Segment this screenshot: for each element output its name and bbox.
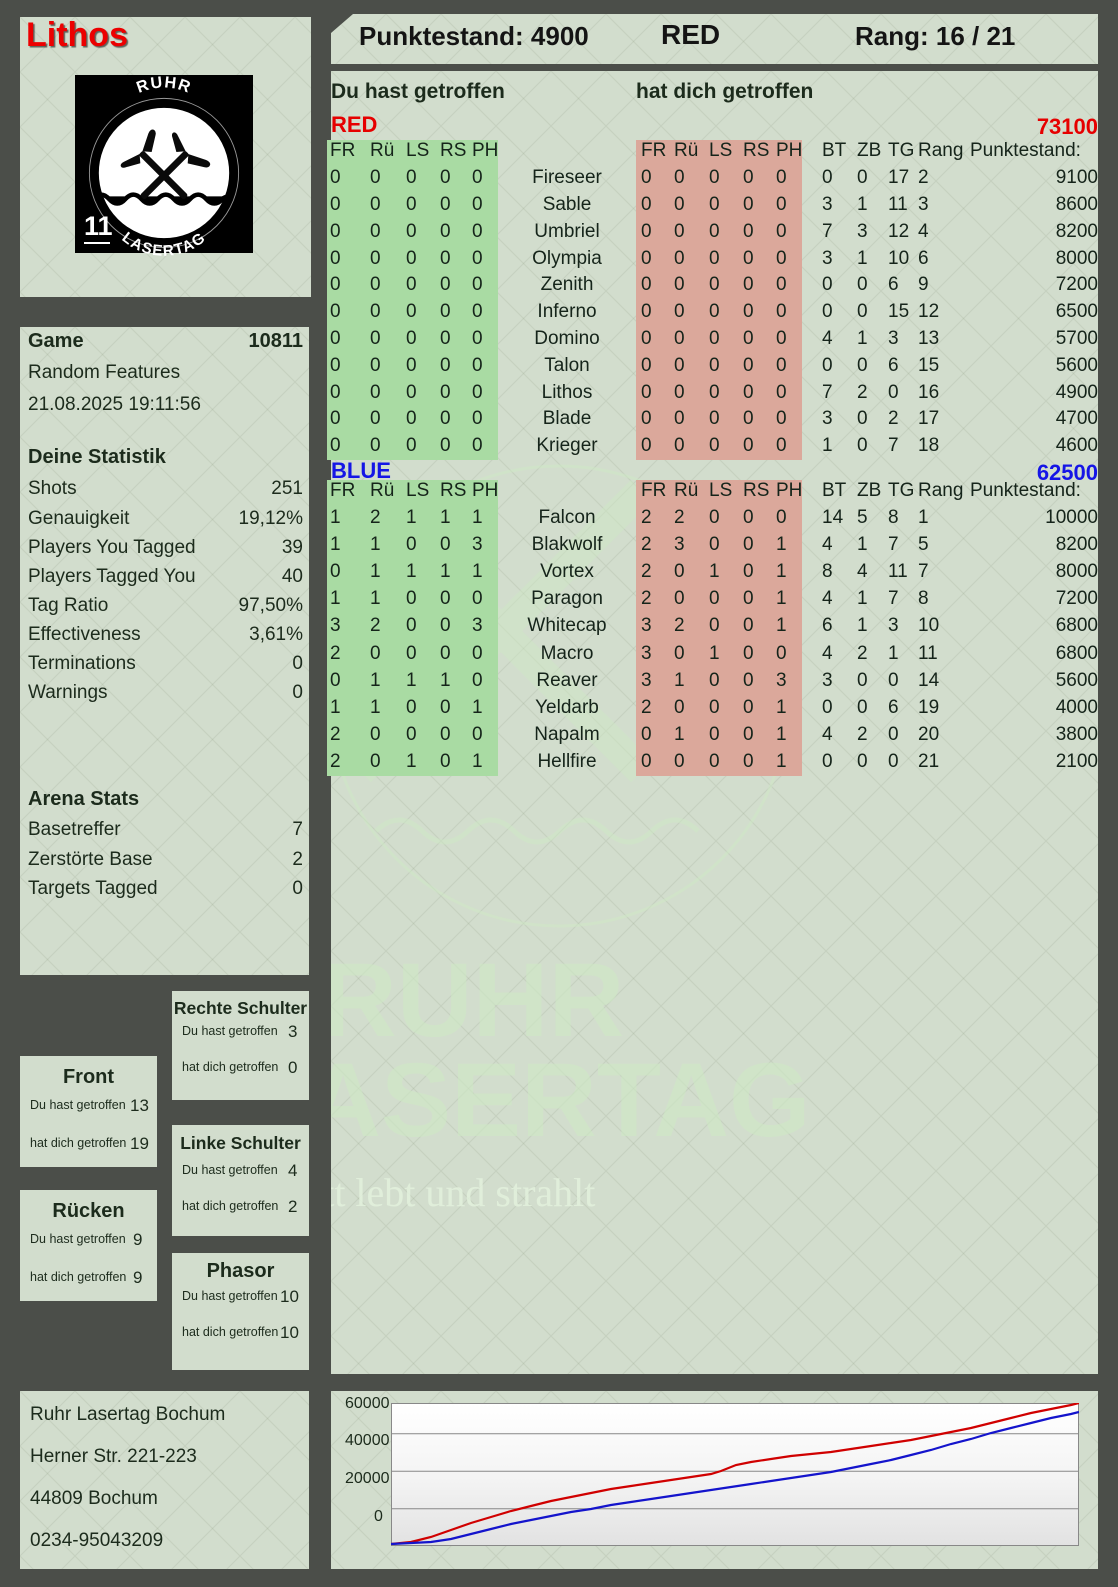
svg-text:Der Pott lebt und strahlt: Der Pott lebt und strahlt xyxy=(331,1170,595,1215)
svg-text:LASERTAG: LASERTAG xyxy=(331,1042,811,1159)
svg-text:RUHR: RUHR xyxy=(134,73,194,97)
